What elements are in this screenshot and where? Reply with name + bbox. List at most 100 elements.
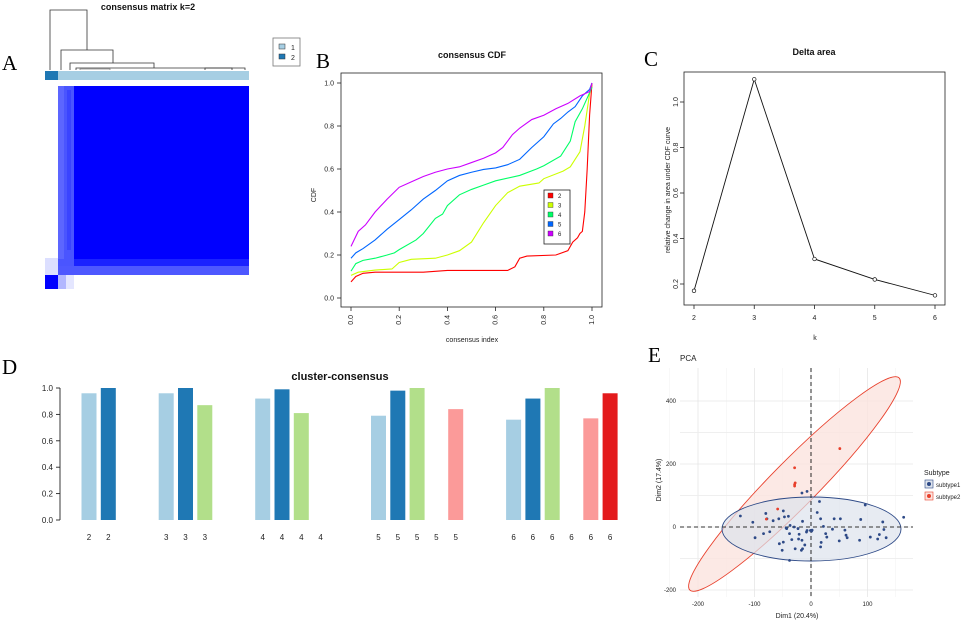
pca-legend: Subtype subtype1 subtype2	[924, 470, 961, 501]
x-tick-label: 5	[873, 315, 877, 322]
bar-label: 5	[396, 533, 401, 542]
point-subtype1	[805, 529, 809, 532]
point-subtype1	[762, 532, 765, 536]
legend-marker-subtype1	[927, 482, 931, 486]
panel-label-d: D	[2, 355, 17, 379]
bar-k4-cluster3	[293, 413, 309, 520]
point-subtype1	[783, 515, 786, 519]
pca-xlabel: Dim1 (20.4%)	[776, 613, 819, 620]
x-tick-label: 6	[933, 315, 937, 322]
bar-label: 2	[87, 533, 92, 542]
point-subtype1	[859, 518, 863, 521]
bar-label: 5	[453, 533, 458, 542]
delta-point-k6	[932, 293, 938, 298]
point-subtype1	[790, 538, 794, 541]
cdf-line-k2	[350, 82, 593, 283]
y-tick-label: 1.0	[42, 384, 54, 393]
point-subtype1	[818, 500, 821, 503]
x-tick-label: 100	[862, 602, 873, 608]
point-subtype1	[881, 520, 885, 524]
point-subtype1	[800, 538, 804, 542]
point-subtype1	[882, 528, 886, 531]
point-subtype2	[793, 466, 797, 470]
point-subtype1	[837, 539, 841, 543]
cluster-consensus-title: cluster-consensus	[291, 371, 388, 383]
x-tick-label: -100	[748, 602, 761, 608]
bar-k5-cluster5	[448, 409, 464, 520]
x-tick-label: 0.2	[396, 315, 403, 325]
bar-label: 6	[511, 533, 516, 542]
bar-k3-cluster2	[178, 388, 193, 520]
point-subtype1	[801, 519, 804, 523]
x-tick-label: 0.8	[541, 315, 548, 325]
bar-label: 3	[183, 533, 188, 542]
point-subtype1	[868, 535, 872, 539]
delta-point-k3	[752, 77, 757, 82]
point-subtype1	[797, 537, 800, 541]
bar-label: 6	[608, 533, 613, 542]
legend-swatch-1	[278, 43, 286, 50]
delta-point-k4	[812, 256, 817, 262]
bar-k3-cluster1	[158, 393, 174, 520]
legend-swatch-k5	[547, 221, 554, 227]
point-subtype1	[788, 532, 791, 536]
panel-label-c: C	[644, 47, 658, 71]
legend-label-k3: 3	[558, 204, 562, 210]
cluster-bar-2	[45, 71, 58, 80]
bar-k6-cluster1	[506, 419, 522, 520]
point-subtype1	[764, 512, 768, 515]
y-tick-label: -200	[664, 588, 677, 594]
delta-area-title: Delta area	[792, 47, 836, 57]
point-subtype1	[831, 527, 834, 531]
consensus-matrix-panel: consensus matrix k=2 1	[45, 2, 301, 289]
bar-label: 6	[531, 533, 536, 542]
pca-title: PCA	[680, 354, 697, 363]
y-tick-label: 1.0	[324, 81, 334, 88]
legend-label-1: 1	[291, 45, 295, 52]
point-subtype1	[832, 517, 836, 521]
point-subtype1	[819, 541, 823, 544]
pca-legend-title: Subtype	[924, 470, 950, 477]
legend-label-k2: 2	[558, 194, 562, 200]
y-tick-label: 0.8	[673, 143, 680, 153]
point-subtype1	[753, 536, 757, 540]
point-subtype1	[797, 532, 801, 536]
y-tick-label: 400	[666, 399, 677, 405]
point-subtype1	[819, 545, 823, 549]
point-subtype1	[792, 525, 796, 529]
cluster-bar-1	[58, 71, 249, 80]
y-tick-label: 0.6	[324, 167, 334, 174]
y-tick-label: 1.0	[673, 97, 680, 107]
x-tick-label: 4	[813, 315, 817, 322]
point-subtype1	[777, 542, 781, 546]
legend-swatch-k2	[547, 192, 554, 199]
point-subtype1	[858, 538, 861, 542]
point-subtype1	[877, 533, 881, 536]
y-tick-label: 0.0	[324, 296, 334, 303]
bar-k6-cluster6	[602, 393, 618, 520]
panel-label-e: E	[648, 343, 661, 367]
cdf-plot-box	[340, 72, 603, 308]
y-tick-label: 0.2	[673, 279, 680, 289]
y-tick-label: 0.0	[42, 516, 54, 525]
consensus-heatmap	[45, 86, 249, 289]
y-tick-label: 0.8	[42, 410, 54, 419]
cdf-xlabel: consensus index	[446, 337, 499, 344]
point-subtype1	[824, 532, 828, 536]
point-subtype1	[815, 511, 819, 514]
bar-k3-cluster3	[197, 405, 213, 520]
point-subtype2	[838, 447, 842, 450]
point-subtype1	[788, 524, 792, 527]
point-subtype2	[793, 484, 797, 488]
legend-label-k5: 5	[558, 223, 562, 229]
point-subtype1	[803, 543, 807, 547]
bar-k6-cluster3	[544, 388, 560, 520]
point-subtype1	[781, 509, 785, 513]
point-subtype1	[796, 527, 800, 530]
dendrogram	[49, 9, 246, 70]
point-subtype1	[819, 517, 823, 521]
point-subtype1	[902, 515, 906, 519]
cdf-line-k5	[350, 82, 593, 259]
x-tick-label: 0	[809, 602, 813, 608]
